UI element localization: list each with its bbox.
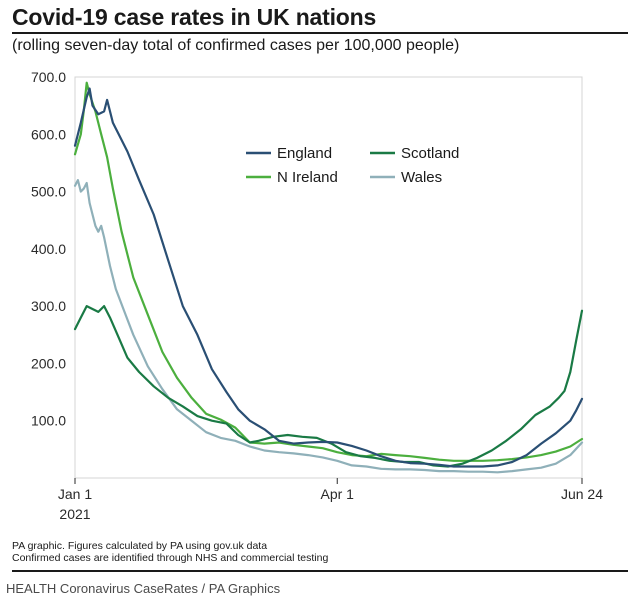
title-divider bbox=[12, 32, 628, 34]
testing-note: Confirmed cases are identified through N… bbox=[12, 552, 329, 564]
x-tick-label: Jan 1 bbox=[58, 486, 92, 502]
series-line-n-ireland bbox=[73, 81, 584, 462]
plot-area-frame bbox=[74, 76, 583, 479]
chart-title: Covid-19 case rates in UK nations bbox=[12, 4, 377, 30]
y-tick-label: 600.0 bbox=[31, 126, 66, 142]
line-chart: 100.0 200.0 300.0 400.0 500.0 600.0 700.0 Jan … bbox=[31, 69, 603, 522]
x-tick-label: Apr 1 bbox=[321, 486, 355, 502]
y-tick-label: 200.0 bbox=[31, 355, 66, 371]
x-tick-sublabel: 2021 bbox=[59, 506, 90, 522]
y-tick-label: 100.0 bbox=[31, 413, 66, 429]
footer-divider bbox=[12, 570, 628, 572]
y-tick-label: 700.0 bbox=[31, 69, 66, 85]
legend-label: Wales bbox=[401, 169, 442, 186]
footer-credit: HEALTH Coronavirus CaseRates / PA Graphi… bbox=[6, 581, 281, 596]
y-tick-label: 300.0 bbox=[31, 298, 66, 314]
series-line-scotland bbox=[73, 305, 584, 468]
legend-label: England bbox=[277, 145, 332, 162]
y-tick-label: 400.0 bbox=[31, 241, 66, 257]
y-tick-label: 500.0 bbox=[31, 184, 66, 200]
legend-label: N Ireland bbox=[277, 169, 338, 186]
chart-subtitle: (rolling seven-day total of confirmed ca… bbox=[12, 37, 460, 54]
source-note: PA graphic. Figures calculated by PA usi… bbox=[12, 540, 268, 552]
legend-label: Scotland bbox=[401, 145, 459, 162]
series-line-wales bbox=[73, 179, 584, 474]
x-tick-label: Jun 24 bbox=[561, 486, 603, 502]
series-line-england bbox=[73, 87, 584, 468]
